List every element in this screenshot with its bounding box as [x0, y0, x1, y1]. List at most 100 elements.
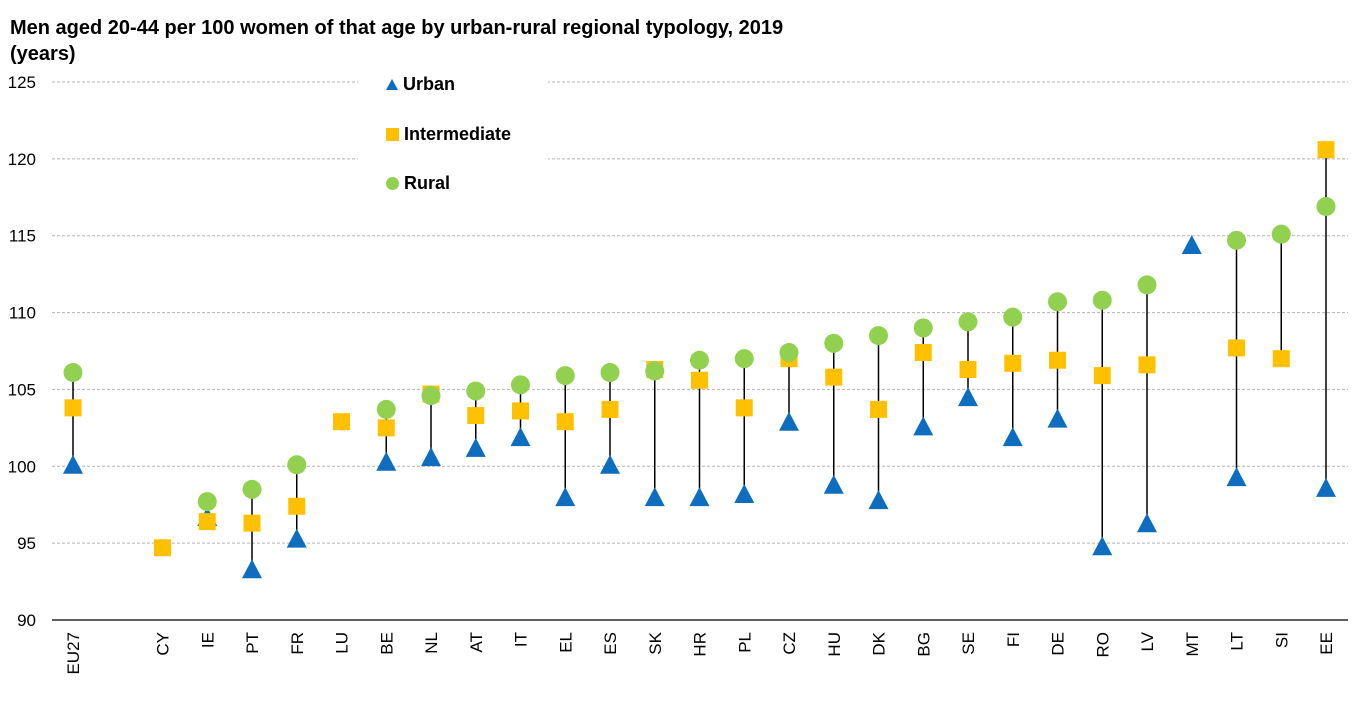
urban-marker [421, 447, 441, 467]
x-tick-label: RO [1093, 632, 1112, 658]
x-tick-label: SK [646, 631, 665, 654]
legend-item-intermediate: Intermediate [386, 124, 511, 145]
urban-marker [600, 454, 620, 474]
rural-marker [1003, 307, 1023, 327]
triangle-icon [386, 79, 398, 90]
circle-icon [386, 177, 399, 190]
x-tick-label: LV [1138, 631, 1157, 651]
x-tick-label: ES [601, 632, 620, 655]
intermediate-marker [959, 360, 977, 378]
rural-marker [1137, 275, 1157, 295]
intermediate-marker [467, 407, 485, 425]
urban-marker [510, 427, 531, 447]
intermediate-marker [1138, 356, 1156, 374]
intermediate-marker [735, 399, 753, 417]
x-tick-label: HU [825, 632, 844, 657]
urban-marker [734, 483, 755, 503]
urban-marker [779, 411, 799, 431]
chart-subtitle: (years) [10, 43, 76, 65]
x-tick-label: SI [1272, 632, 1291, 648]
legend-item-rural: Rural [386, 173, 450, 194]
x-tick-label: IE [198, 632, 217, 648]
rural-marker [913, 318, 933, 338]
intermediate-marker [154, 539, 171, 557]
rural-marker [63, 363, 83, 383]
legend-label-intermediate: Intermediate [404, 124, 512, 144]
intermediate-marker [691, 371, 708, 389]
x-tick-label: CY [154, 632, 173, 656]
x-tick-label: SE [959, 632, 978, 655]
intermediate-marker [243, 514, 261, 532]
urban-marker [286, 528, 307, 548]
rural-marker [958, 312, 978, 332]
urban-marker [823, 474, 844, 494]
legend-label-rural: Rural [404, 173, 451, 193]
x-tick-label: DK [870, 631, 889, 655]
x-tick-label: PL [735, 632, 754, 653]
y-tick-label: 90 [17, 611, 36, 630]
rural-marker [779, 343, 799, 363]
urban-marker [868, 490, 889, 510]
intermediate-marker [1004, 354, 1022, 372]
intermediate-marker [1049, 351, 1066, 369]
intermediate-marker [64, 399, 82, 417]
chart-title: Men aged 20-44 per 100 women of that age… [10, 15, 783, 67]
urban-marker [242, 559, 262, 579]
x-tick-label: LU [333, 632, 352, 654]
urban-marker [1181, 234, 1202, 254]
intermediate-marker [556, 413, 574, 431]
intermediate-marker [512, 402, 529, 420]
urban-marker [63, 454, 83, 474]
rural-marker [1092, 290, 1112, 310]
urban-marker [689, 487, 710, 507]
rural-marker [421, 386, 441, 406]
intermediate-marker [825, 368, 843, 386]
x-tick-label: FR [288, 632, 307, 655]
rural-marker [1316, 197, 1336, 217]
urban-marker [1316, 477, 1336, 497]
rural-marker [690, 350, 709, 370]
x-tick-label: PT [243, 632, 262, 654]
x-tick-label: EE [1317, 632, 1336, 655]
intermediate-marker [914, 344, 932, 362]
legend-label-urban: Urban [403, 74, 456, 94]
rural-marker [376, 399, 396, 419]
x-tick-label: DE [1049, 632, 1068, 656]
rural-marker [1227, 230, 1246, 250]
intermediate-marker [1228, 339, 1245, 357]
rural-marker [645, 361, 665, 381]
rural-marker [734, 349, 754, 369]
urban-marker [1092, 536, 1113, 556]
y-tick-label: 110 [9, 304, 36, 323]
y-tick-label: 125 [8, 73, 36, 92]
rural-marker [287, 455, 307, 475]
rural-marker [1271, 224, 1291, 244]
intermediate-marker [198, 513, 216, 531]
urban-marker [644, 487, 665, 507]
intermediate-marker [1272, 350, 1290, 368]
x-tick-label: LT [1228, 632, 1247, 651]
legend: Urban Intermediate Rural [358, 68, 548, 203]
y-tick-label: 120 [8, 150, 36, 169]
square-icon [386, 128, 399, 141]
x-tick-label: CZ [780, 632, 799, 655]
rural-marker [242, 479, 262, 499]
intermediate-marker [870, 400, 887, 418]
x-tick-label: BE [377, 632, 396, 655]
rural-marker [1048, 292, 1067, 312]
x-tick-label: EL [556, 632, 575, 653]
intermediate-marker [288, 497, 306, 515]
intermediate-marker [333, 413, 350, 431]
urban-marker [958, 387, 978, 407]
y-tick-label: 95 [17, 534, 36, 553]
y-tick-label: 115 [9, 227, 36, 246]
intermediate-marker [1093, 367, 1111, 385]
x-tick-label: HR [691, 632, 710, 657]
chart-title-main: Men aged 20-44 per 100 women of that age… [10, 17, 784, 39]
rural-marker [555, 366, 575, 386]
x-tick-label: IT [512, 632, 531, 647]
x-tick-label: BG [914, 632, 933, 657]
rural-marker [197, 492, 217, 512]
x-tick-label: NL [422, 632, 441, 654]
